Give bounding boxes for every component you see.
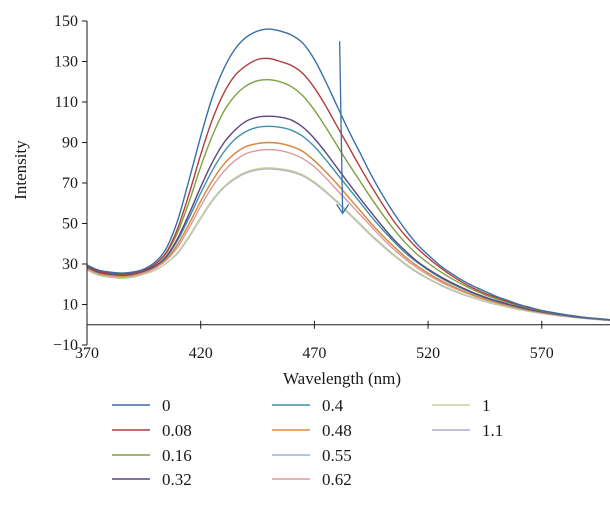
arrow-head xyxy=(336,204,350,215)
x-tick-label: 420 xyxy=(189,345,213,362)
y-tick-label: 150 xyxy=(54,13,78,30)
arrow-shaft xyxy=(338,41,344,214)
series-line-0 xyxy=(86,28,610,321)
legend-label: 0.32 xyxy=(162,470,192,489)
y-tick-label: 130 xyxy=(54,54,78,71)
legend-label: 0.08 xyxy=(162,421,192,440)
y-tick-label: 110 xyxy=(55,94,78,111)
annotation xyxy=(336,41,350,215)
legend-item: 0.32 xyxy=(112,470,192,489)
plot-lines xyxy=(86,28,610,322)
series-line-0-4 xyxy=(86,125,610,321)
y-tick-label: 30 xyxy=(62,256,78,273)
y-tick-label: −10 xyxy=(53,337,78,354)
x-axis-label: Wavelength (nm) xyxy=(283,369,401,388)
legend-item: 0.16 xyxy=(112,446,192,465)
series-line-0-55 xyxy=(86,141,610,321)
legend-label: 0 xyxy=(162,396,171,415)
series-line-1 xyxy=(86,167,610,321)
legend-item: 0.08 xyxy=(112,421,192,440)
legend-label: 0.55 xyxy=(322,446,352,465)
legend-item: 0.55 xyxy=(272,446,352,465)
x-tick-label: 520 xyxy=(416,345,440,362)
legend-item: 1.1 xyxy=(432,421,503,440)
y-tick-label: 50 xyxy=(62,216,78,233)
series-line-1-1 xyxy=(86,168,610,322)
x-tick-label: 570 xyxy=(530,345,554,362)
legend-label: 1 xyxy=(482,396,491,415)
legend-item: 0.48 xyxy=(272,421,352,440)
x-tick-label: 470 xyxy=(302,345,326,362)
legend-item: 0 xyxy=(112,396,171,415)
legend-item: 1 xyxy=(432,396,491,415)
axes: −10 10 30 50 70 90 110 130 150 370 420 470 520 570 xyxy=(53,13,610,362)
legend-label: 0.62 xyxy=(322,470,352,489)
series-line-0-48 xyxy=(86,141,610,321)
x-tick-label: 370 xyxy=(75,345,99,362)
legend-label: 0.48 xyxy=(322,421,352,440)
legend-label: 0.4 xyxy=(322,396,344,415)
y-tick-label: 70 xyxy=(62,175,78,192)
legend-item: 0.62 xyxy=(272,470,352,489)
legend-label: 0.16 xyxy=(162,446,192,465)
legend-label: 1.1 xyxy=(482,421,503,440)
y-axis-label: Intensity xyxy=(11,140,30,200)
y-tick-label: 10 xyxy=(62,297,78,314)
series-line-0-16 xyxy=(86,78,610,321)
y-tick-label: 90 xyxy=(62,135,78,152)
series-line-0-32 xyxy=(86,115,610,321)
legend: 0 0.08 0.16 0.32 0.4 0.48 0.55 0.62 1 1.1 xyxy=(112,396,503,489)
legend-item: 0.4 xyxy=(272,396,344,415)
series-line-0-62 xyxy=(86,148,610,321)
